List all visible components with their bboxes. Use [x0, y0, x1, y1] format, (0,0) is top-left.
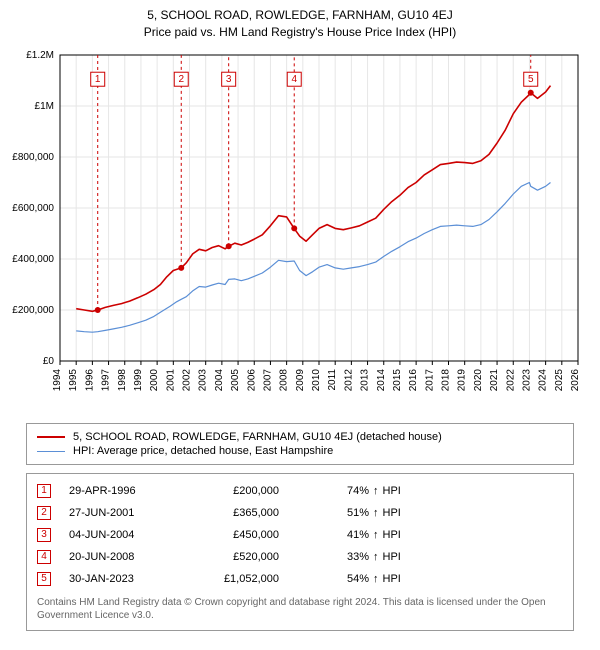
page-subtitle: Price paid vs. HM Land Registry's House … [12, 25, 588, 39]
svg-text:2014: 2014 [376, 369, 387, 392]
svg-text:1999: 1999 [133, 369, 144, 392]
svg-text:£800,000: £800,000 [12, 152, 54, 163]
svg-text:2008: 2008 [279, 369, 290, 392]
svg-text:2017: 2017 [424, 369, 435, 392]
sale-price: £520,000 [199, 551, 319, 563]
svg-text:2002: 2002 [182, 369, 193, 392]
sale-vs-hpi-pct: 54% [319, 573, 369, 585]
sale-vs-hpi-pct: 33% [319, 551, 369, 563]
svg-text:1997: 1997 [101, 369, 112, 392]
table-row: 1 29-APR-1996£200,00074%↑HPI [37, 480, 563, 502]
svg-text:£200,000: £200,000 [12, 305, 54, 316]
hpi-suffix: HPI [383, 573, 401, 585]
svg-text:£1.2M: £1.2M [26, 50, 54, 61]
svg-text:3: 3 [226, 74, 232, 85]
legend-row: HPI: Average price, detached house, East… [37, 444, 563, 458]
svg-text:2: 2 [178, 74, 184, 85]
hpi-suffix: HPI [383, 485, 401, 497]
svg-text:2013: 2013 [360, 369, 371, 392]
sale-marker-number: 3 [37, 528, 51, 542]
svg-text:2019: 2019 [457, 369, 468, 392]
sale-price: £1,052,000 [199, 573, 319, 585]
sale-marker-number: 5 [37, 572, 51, 586]
sale-date: 27-JUN-2001 [69, 507, 199, 519]
sale-date: 30-JAN-2023 [69, 573, 199, 585]
svg-text:2022: 2022 [505, 369, 516, 392]
svg-text:2012: 2012 [343, 369, 354, 392]
svg-text:2023: 2023 [521, 369, 532, 392]
arrow-up-icon: ↑ [369, 529, 383, 541]
svg-text:2015: 2015 [392, 369, 403, 392]
price-chart: £0 £200,000 £400,000 £600,000 £800,000 £1M £1.… [12, 45, 588, 415]
svg-text:£1M: £1M [35, 101, 54, 112]
legend-label: 5, SCHOOL ROAD, ROWLEDGE, FARNHAM, GU10 … [73, 431, 442, 443]
sale-price: £365,000 [199, 507, 319, 519]
svg-text:£600,000: £600,000 [12, 203, 54, 214]
svg-text:2025: 2025 [554, 369, 565, 392]
svg-text:2001: 2001 [165, 369, 176, 392]
hpi-suffix: HPI [383, 507, 401, 519]
svg-text:2011: 2011 [327, 369, 338, 391]
sale-price: £450,000 [199, 529, 319, 541]
svg-text:£0: £0 [43, 356, 55, 367]
svg-text:2009: 2009 [295, 369, 306, 392]
svg-text:2020: 2020 [473, 369, 484, 392]
sale-vs-hpi-pct: 41% [319, 529, 369, 541]
sale-marker-number: 1 [37, 484, 51, 498]
attribution-footer: Contains HM Land Registry data © Crown c… [37, 596, 563, 622]
svg-text:2018: 2018 [441, 369, 452, 392]
sale-marker-number: 2 [37, 506, 51, 520]
legend: 5, SCHOOL ROAD, ROWLEDGE, FARNHAM, GU10 … [26, 423, 574, 465]
table-row: 3 04-JUN-2004£450,00041%↑HPI [37, 524, 563, 546]
arrow-up-icon: ↑ [369, 507, 383, 519]
sale-date: 29-APR-1996 [69, 485, 199, 497]
legend-swatch [37, 436, 65, 438]
svg-text:2000: 2000 [149, 369, 160, 392]
svg-text:1996: 1996 [84, 369, 95, 392]
svg-text:2016: 2016 [408, 369, 419, 392]
svg-text:2006: 2006 [246, 369, 257, 392]
svg-text:2005: 2005 [230, 369, 241, 392]
svg-text:5: 5 [528, 74, 534, 85]
svg-text:2004: 2004 [214, 369, 225, 392]
table-row: 5 30-JAN-2023£1,052,00054%↑HPI [37, 568, 563, 590]
svg-text:1: 1 [95, 74, 101, 85]
svg-text:£400,000: £400,000 [12, 254, 54, 265]
svg-text:1998: 1998 [117, 369, 128, 392]
hpi-suffix: HPI [383, 551, 401, 563]
sale-price: £200,000 [199, 485, 319, 497]
arrow-up-icon: ↑ [369, 485, 383, 497]
svg-text:2007: 2007 [262, 369, 273, 392]
legend-row: 5, SCHOOL ROAD, ROWLEDGE, FARNHAM, GU10 … [37, 430, 563, 444]
sale-vs-hpi-pct: 74% [319, 485, 369, 497]
sale-marker-number: 4 [37, 550, 51, 564]
table-row: 4 20-JUN-2008£520,00033%↑HPI [37, 546, 563, 568]
svg-text:1994: 1994 [52, 369, 63, 392]
sale-date: 20-JUN-2008 [69, 551, 199, 563]
table-row: 2 27-JUN-2001£365,00051%↑HPI [37, 502, 563, 524]
sale-date: 04-JUN-2004 [69, 529, 199, 541]
page-title: 5, SCHOOL ROAD, ROWLEDGE, FARNHAM, GU10 … [12, 8, 588, 22]
legend-swatch [37, 451, 65, 452]
arrow-up-icon: ↑ [369, 573, 383, 585]
svg-text:2021: 2021 [489, 369, 500, 392]
legend-label: HPI: Average price, detached house, East… [73, 445, 333, 457]
svg-text:4: 4 [291, 74, 297, 85]
svg-text:2024: 2024 [538, 369, 549, 392]
sale-vs-hpi-pct: 51% [319, 507, 369, 519]
svg-text:2003: 2003 [198, 369, 209, 392]
arrow-up-icon: ↑ [369, 551, 383, 563]
svg-text:2010: 2010 [311, 369, 322, 392]
svg-text:1995: 1995 [68, 369, 79, 392]
sales-table: 129-APR-1996£200,00074%↑HPI227-JUN-2001£… [26, 473, 574, 631]
hpi-suffix: HPI [383, 529, 401, 541]
svg-text:2026: 2026 [570, 369, 581, 392]
